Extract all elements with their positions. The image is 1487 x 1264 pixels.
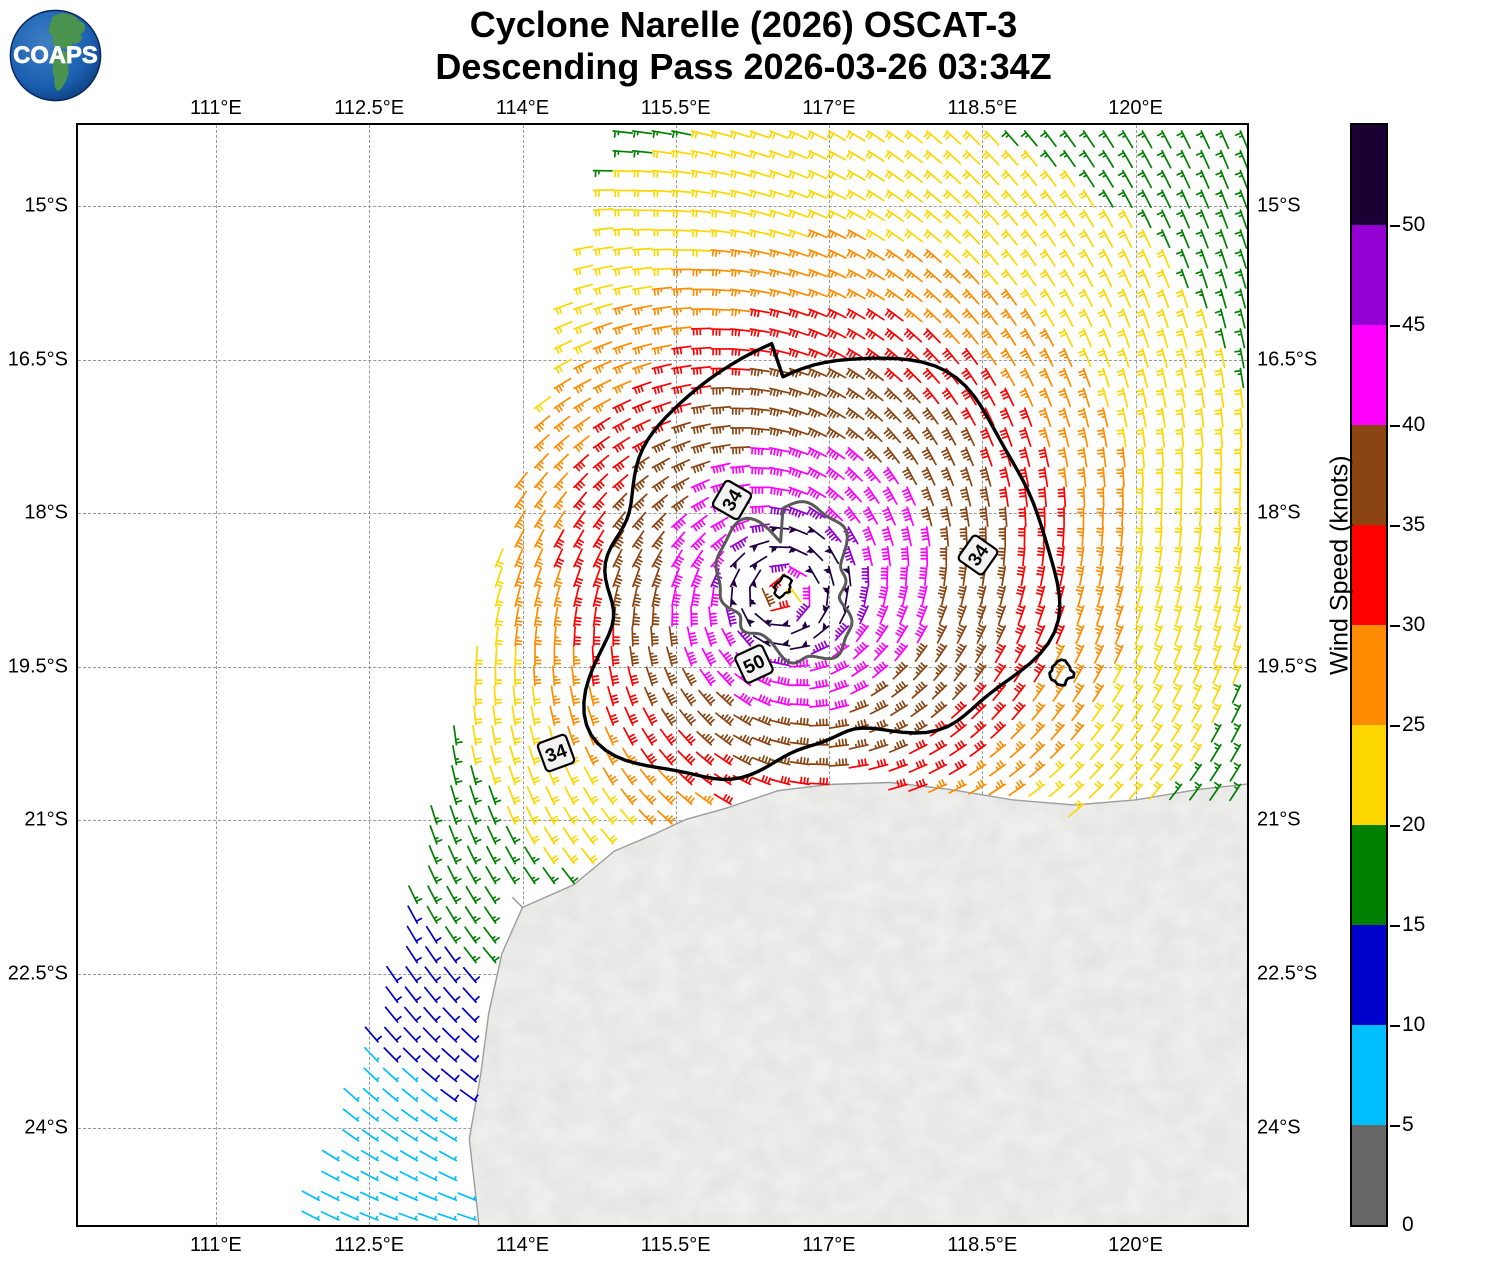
svg-text:COAPS: COAPS (13, 42, 97, 69)
